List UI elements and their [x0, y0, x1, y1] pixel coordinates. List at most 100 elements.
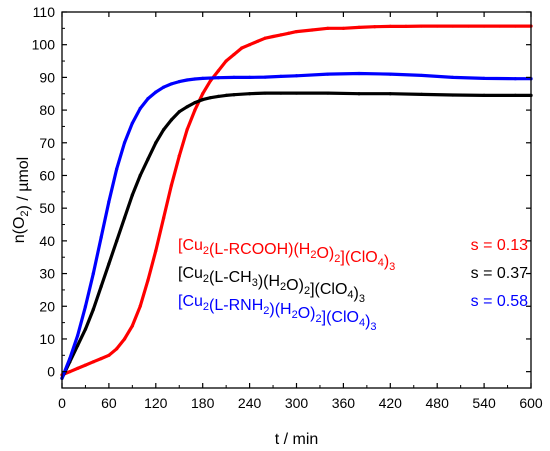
data-point — [513, 24, 517, 28]
legend-s-value-2: s = 0.37 — [471, 265, 528, 282]
data-point — [388, 24, 392, 28]
x-tick-label: 240 — [238, 395, 262, 411]
data-point — [107, 200, 111, 204]
data-point — [240, 46, 244, 50]
data-point — [248, 92, 252, 96]
data-point — [122, 337, 127, 341]
data-point — [83, 363, 88, 367]
data-point — [91, 307, 95, 312]
data-point — [162, 216, 166, 220]
y-tick-label: 40 — [39, 233, 55, 249]
data-point — [294, 74, 299, 78]
data-point — [216, 69, 220, 73]
data-point — [279, 33, 283, 37]
data-point — [169, 183, 174, 187]
data-point — [208, 96, 213, 100]
data-point — [115, 239, 119, 243]
x-tick-label: 300 — [285, 395, 309, 411]
data-point — [357, 92, 361, 96]
y-tick-label: 110 — [33, 4, 56, 20]
data-point — [154, 249, 158, 253]
data-point — [185, 105, 189, 109]
data-point — [138, 304, 142, 308]
data-point — [201, 92, 205, 96]
x-tick-label: 540 — [472, 395, 496, 411]
data-point — [83, 327, 88, 331]
data-point — [185, 128, 189, 132]
data-point — [162, 85, 166, 89]
data-point — [193, 77, 197, 81]
data-point — [388, 92, 392, 96]
data-point — [255, 39, 260, 44]
data-point — [310, 28, 314, 32]
data-point — [419, 92, 424, 96]
data-point — [263, 91, 267, 95]
x-tick-label: 420 — [379, 395, 403, 411]
data-point — [201, 76, 205, 80]
data-point — [208, 79, 213, 83]
data-point — [83, 304, 88, 308]
data-point — [279, 74, 283, 79]
data-point — [76, 343, 80, 348]
data-point — [91, 360, 95, 364]
x-tick-label: 0 — [58, 395, 66, 411]
data-point — [177, 110, 181, 114]
data-point — [326, 26, 330, 30]
data-point — [326, 72, 330, 76]
legend-label-2: [Cu2(L-CH3)(H2O)2](ClO4)3 — [178, 265, 365, 305]
data-point — [216, 76, 220, 80]
data-point — [482, 24, 486, 28]
data-point — [232, 93, 236, 97]
data-point — [130, 324, 134, 328]
data-point — [193, 100, 197, 105]
legend-label-3: [Cu2(L-RNH2)(H2O)2](ClO4)3 — [178, 293, 377, 333]
data-point — [326, 91, 330, 95]
data-point — [271, 34, 275, 39]
data-point — [169, 118, 174, 122]
data-point — [287, 31, 291, 35]
data-point — [99, 356, 103, 361]
y-tick-label: 50 — [39, 200, 55, 216]
legend-s-value-3: s = 0.58 — [471, 293, 528, 310]
data-point — [122, 141, 127, 145]
y-tick-label: 60 — [39, 167, 55, 183]
data-point — [294, 30, 299, 34]
data-point — [248, 43, 252, 47]
data-point — [466, 24, 471, 28]
data-point — [232, 52, 236, 57]
data-point — [232, 75, 236, 79]
data-point — [224, 93, 228, 97]
data-point — [130, 121, 134, 125]
data-point — [146, 97, 150, 101]
data-point — [224, 59, 228, 63]
series-line-1 — [60, 24, 533, 377]
data-point — [146, 157, 150, 161]
x-tick-label: 600 — [519, 395, 543, 411]
data-point — [216, 94, 220, 98]
data-point — [279, 91, 283, 95]
x-tick-label: 480 — [426, 395, 450, 411]
data-point — [373, 25, 377, 29]
x-axis-title: t / min — [275, 431, 319, 448]
series-line-3 — [60, 71, 533, 380]
data-point — [115, 167, 119, 171]
data-point — [91, 271, 95, 276]
data-point — [498, 24, 502, 28]
series-line-2 — [60, 91, 533, 380]
y-tick-label: 20 — [39, 298, 55, 314]
data-point — [451, 75, 455, 79]
axes: 0 60 120 180 240 300 360 420 480 540 600 0 10 20 30 40 5… — [11, 4, 543, 448]
y-tick-label: 90 — [39, 69, 55, 85]
data-point — [99, 236, 103, 240]
data-point — [482, 76, 486, 80]
data-point — [341, 26, 345, 30]
data-point — [451, 24, 455, 28]
data-point — [193, 108, 197, 112]
y-tick-label: 80 — [39, 102, 55, 118]
data-point — [357, 25, 361, 29]
data-point — [513, 93, 517, 97]
data-point — [185, 78, 189, 82]
data-point — [76, 366, 80, 370]
data-point — [76, 334, 80, 338]
data-point — [419, 73, 424, 78]
